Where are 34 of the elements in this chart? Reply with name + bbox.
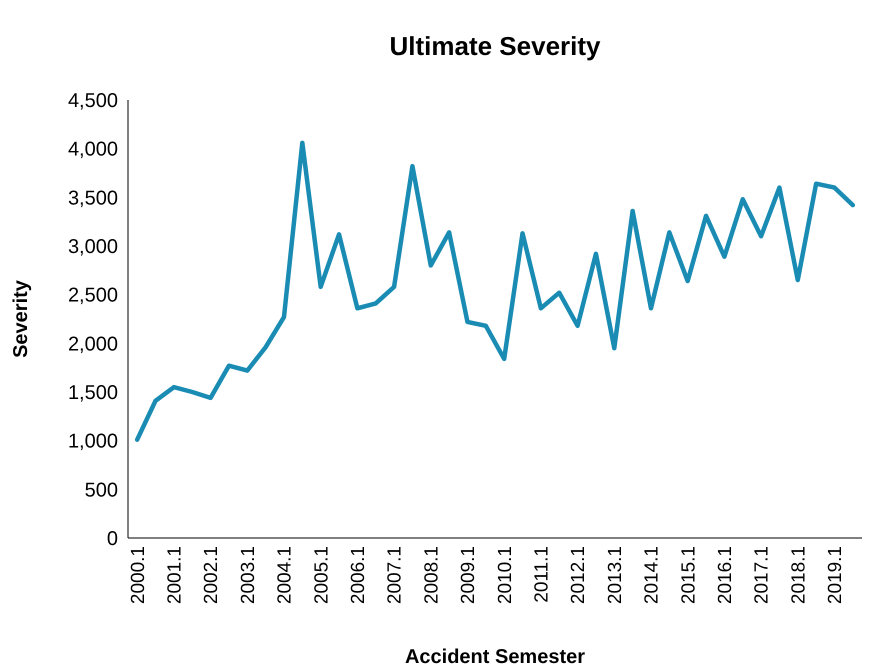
- x-tick-label: 2007.1: [384, 546, 406, 604]
- x-tick-label: 2006.1: [348, 546, 370, 604]
- y-tick-label: 2,500: [68, 284, 118, 307]
- x-axis-title: Accident Semester: [404, 646, 586, 668]
- y-tick-label: 500: [84, 479, 118, 502]
- y-tick-label: 1,000: [68, 430, 118, 453]
- y-tick-label: 0: [106, 528, 118, 550]
- y-tick-label: 1,500: [68, 382, 118, 404]
- x-tick-label: 2013.1: [604, 546, 626, 604]
- x-tick-label: 2017.1: [752, 546, 773, 604]
- x-tick-label: 2011.1: [532, 546, 553, 603]
- x-tick-label: 2008.1: [421, 546, 442, 604]
- x-tick-label: 2015.1: [678, 546, 700, 604]
- x-tick-label: 2002.1: [201, 546, 222, 604]
- x-tick-label: 2019.1: [825, 546, 846, 604]
- x-tick-label: 2010.1: [494, 546, 516, 604]
- x-tick-label: 2016.1: [715, 546, 736, 604]
- x-tick-label: 2012.1: [568, 546, 590, 604]
- line-series: [134, 140, 856, 442]
- chart-title: Ultimate Severity: [390, 31, 602, 61]
- y-tick-label: 4,000: [68, 138, 118, 161]
- x-tick-label: 2000.1: [128, 546, 149, 604]
- x-tick-label: 2005.1: [311, 546, 332, 604]
- y-axis-title: Severity: [10, 279, 32, 358]
- x-tick-label: 2003.1: [238, 546, 259, 604]
- x-tick-label: 2009.1: [458, 546, 480, 604]
- x-tick-label: 2004.1: [274, 546, 296, 604]
- x-tick-label: 2001.1: [164, 546, 186, 604]
- y-tick-label: 4,500: [68, 90, 118, 112]
- y-tick-label: 2,000: [68, 333, 118, 356]
- y-tick-label: 3,500: [68, 187, 118, 210]
- y-tick-label: 3,000: [68, 236, 118, 258]
- x-tick-label: 2018.1: [788, 546, 810, 604]
- x-tick-label: 2014.1: [642, 546, 663, 604]
